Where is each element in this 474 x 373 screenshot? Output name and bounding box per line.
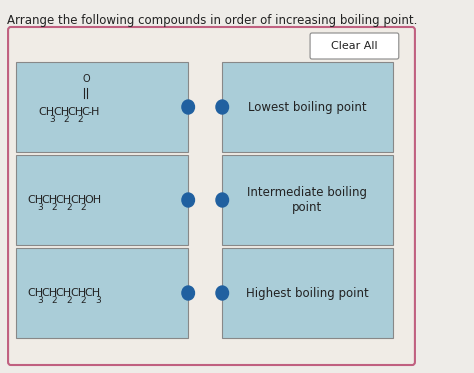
FancyBboxPatch shape [16,248,188,338]
Text: 2: 2 [66,203,72,212]
Text: 3: 3 [49,115,55,124]
Text: CH: CH [70,195,86,205]
Text: CH: CH [67,107,83,117]
Text: O: O [83,74,91,84]
Text: CH: CH [27,195,43,205]
Text: C: C [82,107,90,117]
FancyBboxPatch shape [16,62,188,152]
Text: CH: CH [56,288,72,298]
Circle shape [182,100,194,114]
Text: 2: 2 [64,115,69,124]
FancyBboxPatch shape [16,155,188,245]
FancyBboxPatch shape [8,27,415,365]
Text: 3: 3 [37,203,43,212]
Text: Clear All: Clear All [331,41,378,51]
FancyBboxPatch shape [222,62,392,152]
Circle shape [182,193,194,207]
Text: Lowest boiling point: Lowest boiling point [248,100,367,113]
Text: CH: CH [41,195,57,205]
Text: Arrange the following compounds in order of increasing boiling point.: Arrange the following compounds in order… [7,14,418,27]
Text: CH: CH [41,288,57,298]
Text: CH: CH [27,288,43,298]
FancyBboxPatch shape [222,155,392,245]
Text: CH: CH [84,288,100,298]
Text: CH: CH [56,195,72,205]
Text: CH: CH [38,107,55,117]
Text: Highest boiling point: Highest boiling point [246,286,369,300]
Text: 3: 3 [37,296,43,305]
FancyBboxPatch shape [310,33,399,59]
Circle shape [182,286,194,300]
Text: CH: CH [53,107,69,117]
Text: 2: 2 [66,296,72,305]
Text: 2: 2 [52,296,57,305]
Text: CH: CH [70,288,86,298]
Circle shape [216,100,228,114]
Circle shape [216,193,228,207]
Text: 2: 2 [81,296,86,305]
Text: 3: 3 [95,296,101,305]
Text: Intermediate boiling
point: Intermediate boiling point [247,186,367,214]
Text: 2: 2 [81,203,86,212]
Text: 2: 2 [52,203,57,212]
Text: -H: -H [87,107,100,117]
Text: OH: OH [84,195,102,205]
FancyBboxPatch shape [222,248,392,338]
Text: 2: 2 [78,115,83,124]
Circle shape [216,286,228,300]
